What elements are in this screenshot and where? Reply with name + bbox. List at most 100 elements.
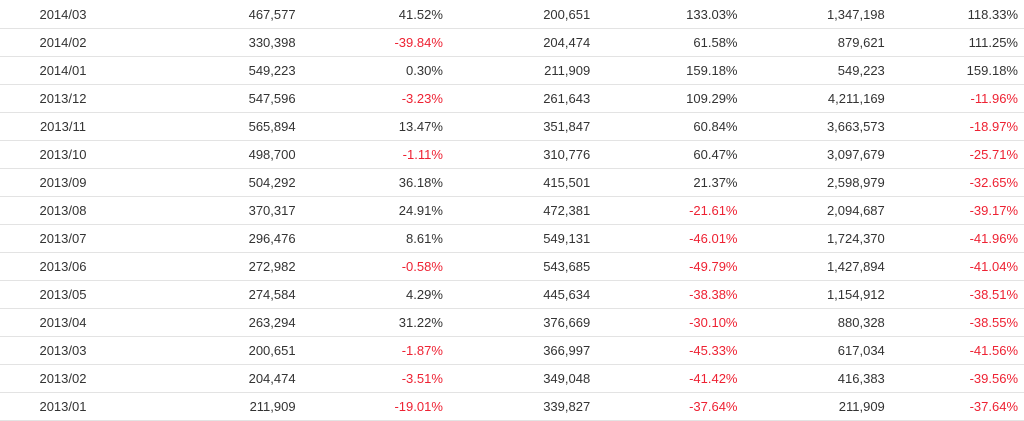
month-cell-text: 2013/04: [39, 315, 87, 330]
value-cell-text: 376,669: [543, 315, 591, 330]
value-cell-text: 880,328: [837, 315, 885, 330]
value-cell-text: 261,643: [543, 91, 591, 106]
change-cell-text: -45.33%: [689, 343, 738, 358]
value-cell-text: 211,909: [838, 399, 885, 414]
month-cell-text: 2014/01: [39, 63, 87, 78]
value-cell-text: 370,317: [248, 203, 296, 218]
value-cell-text: 330,398: [248, 35, 296, 50]
month-cell: 2013/07: [0, 224, 126, 253]
month-cell-text: 2013/12: [39, 91, 87, 106]
value-cell-text: 549,223: [248, 63, 296, 78]
value-cell: 376,669: [442, 308, 591, 337]
month-cell: 2013/05: [0, 280, 126, 309]
change-cell: -1.11%: [295, 140, 443, 169]
value-cell-text: 504,292: [248, 175, 296, 190]
change-cell-text: 21.37%: [693, 175, 738, 190]
month-cell: 2013/12: [0, 84, 126, 113]
change-cell-text: 36.18%: [398, 175, 443, 190]
change-cell-text: -37.64%: [689, 399, 738, 414]
change-cell: -1.87%: [295, 336, 443, 365]
value-cell-text: 200,651: [543, 7, 591, 22]
value-cell-text: 565,894: [248, 119, 296, 134]
value-cell: 310,776: [442, 140, 591, 169]
value-cell-text: 445,634: [543, 287, 591, 302]
value-cell: 1,427,894: [737, 252, 885, 281]
value-cell-text: 1,347,198: [826, 7, 885, 22]
change-cell: 8.61%: [295, 224, 443, 253]
value-cell-text: 1,724,370: [826, 231, 885, 246]
change-cell: -39.84%: [295, 28, 443, 57]
value-cell: 211,909: [737, 392, 885, 421]
change-cell-text: 60.84%: [693, 119, 738, 134]
change-cell: -37.64%: [590, 392, 738, 421]
value-cell-text: 1,154,912: [826, 287, 885, 302]
month-cell-text: 2013/10: [39, 147, 87, 162]
change-cell-text: -39.17%: [969, 203, 1018, 218]
value-cell: 504,292: [125, 168, 296, 197]
value-cell: 3,663,573: [737, 112, 885, 141]
value-cell: 366,997: [442, 336, 591, 365]
change-cell-text: -38.55%: [969, 315, 1018, 330]
change-cell: -41.96%: [884, 224, 1024, 253]
change-cell-text: -37.64%: [969, 399, 1018, 414]
value-cell-text: 467,577: [248, 7, 296, 22]
month-cell: 2013/10: [0, 140, 126, 169]
change-cell: -39.17%: [884, 196, 1024, 225]
table-row: 2013/07 296,476 8.61% 549,131 -46.01% 1,724,3…: [0, 224, 1024, 253]
change-cell-text: 24.91%: [398, 203, 443, 218]
value-cell: 879,621: [737, 28, 885, 57]
change-cell-text: -11.96%: [970, 91, 1018, 106]
month-cell-text: 2013/09: [39, 175, 87, 190]
value-cell-text: 263,294: [248, 315, 296, 330]
value-cell: 272,982: [125, 252, 296, 281]
change-cell: 24.91%: [295, 196, 443, 225]
change-cell: -18.97%: [884, 112, 1024, 141]
change-cell: -41.42%: [590, 364, 738, 393]
change-cell-text: -1.87%: [401, 343, 443, 358]
month-cell-text: 2013/01: [39, 399, 87, 414]
value-cell: 211,909: [442, 56, 591, 85]
change-cell-text: -18.97%: [969, 119, 1018, 134]
month-cell: 2014/03: [0, 1, 126, 29]
change-cell-text: -21.61%: [689, 203, 738, 218]
value-cell-text: 3,663,573: [826, 119, 885, 134]
value-cell-text: 351,847: [543, 119, 591, 134]
change-cell: 133.03%: [590, 1, 738, 29]
change-cell: 0.30%: [295, 56, 443, 85]
table-row: 2013/02 204,474 -3.51% 349,048 -41.42% 416,38…: [0, 364, 1024, 393]
change-cell: -21.61%: [590, 196, 738, 225]
value-cell-text: 204,474: [248, 371, 296, 386]
table-row: 2014/02 330,398 -39.84% 204,474 61.58% 879,62…: [0, 28, 1024, 57]
change-cell: 111.25%: [884, 28, 1024, 57]
value-cell-text: 200,651: [248, 343, 296, 358]
change-cell: -11.96%: [884, 84, 1024, 113]
value-cell: 204,474: [125, 364, 296, 393]
value-cell-text: 415,501: [543, 175, 591, 190]
value-cell: 263,294: [125, 308, 296, 337]
change-cell-text: 41.52%: [398, 7, 443, 22]
change-cell: 159.18%: [590, 56, 738, 85]
change-cell-text: 109.29%: [686, 91, 738, 106]
change-cell: -19.01%: [295, 392, 443, 421]
value-cell: 211,909: [125, 392, 296, 421]
value-cell: 543,685: [442, 252, 591, 281]
change-cell: -3.23%: [295, 84, 443, 113]
value-cell-text: 549,131: [543, 231, 591, 246]
value-cell: 549,223: [125, 56, 296, 85]
month-cell-text: 2013/02: [39, 371, 87, 386]
table-row: 2014/03 467,577 41.52% 200,651 133.03% 1,347,…: [0, 1, 1024, 29]
change-cell-text: 8.61%: [406, 231, 443, 246]
value-cell-text: 543,685: [543, 259, 591, 274]
change-cell-text: -41.04%: [969, 259, 1018, 274]
value-cell-text: 3,097,679: [826, 147, 885, 162]
change-cell: -0.58%: [295, 252, 443, 281]
change-cell-text: -41.42%: [689, 371, 738, 386]
value-cell: 472,381: [442, 196, 591, 225]
change-cell: -38.55%: [884, 308, 1024, 337]
change-cell-text: -3.23%: [401, 91, 443, 106]
change-cell: -32.65%: [884, 168, 1024, 197]
value-cell-text: 416,383: [837, 371, 885, 386]
change-cell: -38.51%: [884, 280, 1024, 309]
